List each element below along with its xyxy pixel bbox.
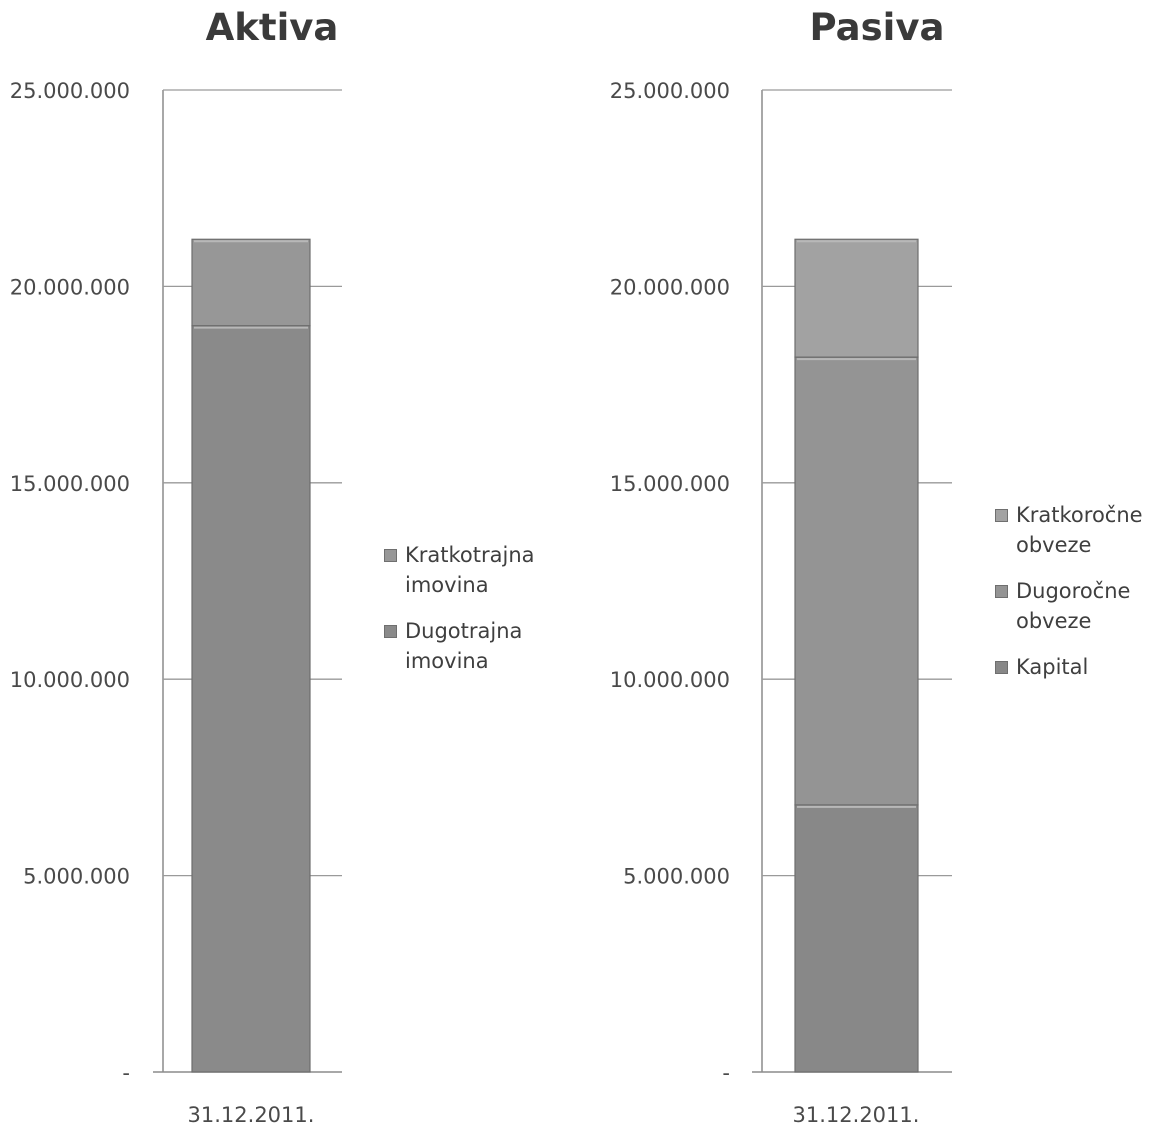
legend-pasiva: Kratkoročne obveze Dugoročne obveze Kapita…: [995, 500, 1156, 698]
y-tick-label-0-1: 5.000.000: [23, 865, 130, 889]
bar-segment-0-1: [191, 238, 311, 327]
y-tick-label-0-3: 15.000.000: [10, 472, 130, 496]
legend-item: Kratkotrajna imovina: [384, 540, 545, 600]
y-tick-label-0-4: 20.000.000: [10, 275, 130, 299]
legend-label: Kapital: [1016, 655, 1089, 679]
x-category-label-1: 31.12.2011.: [793, 1103, 920, 1126]
y-tick-label-0-0: -: [122, 1061, 130, 1085]
legend-swatch: [995, 585, 1008, 598]
legend-swatch: [995, 661, 1008, 674]
bar-segment-1-2: [794, 238, 919, 358]
legend-aktiva: Kratkotrajna imovina Dugotrajna imovina: [384, 540, 545, 692]
y-tick-label-1-0: -: [722, 1061, 730, 1085]
legend-item: Dugoročne obveze: [995, 576, 1156, 636]
x-category-label-0: 31.12.2011.: [188, 1103, 315, 1126]
y-tick-label-1-4: 20.000.000: [610, 275, 730, 299]
chart-title-pasiva: Pasiva: [809, 6, 945, 49]
y-tick-label-1-3: 15.000.000: [610, 472, 730, 496]
legend-item: Kratkoročne obveze: [995, 500, 1156, 560]
legend-swatch: [995, 509, 1008, 522]
bar-segment-1-1: [794, 356, 919, 806]
legend-label: Dugotrajna imovina: [405, 619, 523, 673]
y-tick-label-1-5: 25.000.000: [610, 79, 730, 103]
legend-label: Kratkotrajna imovina: [405, 543, 535, 597]
legend-swatch: [384, 549, 397, 562]
bar-segment-1-0: [794, 804, 919, 1073]
y-tick-label-1-2: 10.000.000: [610, 668, 730, 692]
legend-swatch: [384, 625, 397, 638]
legend-item: Dugotrajna imovina: [384, 616, 545, 676]
y-tick-label-1-1: 5.000.000: [623, 865, 730, 889]
y-tick-label-0-5: 25.000.000: [10, 79, 130, 103]
bar-segment-0-0: [191, 325, 311, 1073]
y-tick-label-0-2: 10.000.000: [10, 668, 130, 692]
chart-title-aktiva: Aktiva: [205, 6, 339, 49]
legend-label: Dugoročne obveze: [1016, 579, 1131, 633]
legend-label: Kratkoročne obveze: [1016, 503, 1143, 557]
legend-item: Kapital: [995, 652, 1156, 682]
